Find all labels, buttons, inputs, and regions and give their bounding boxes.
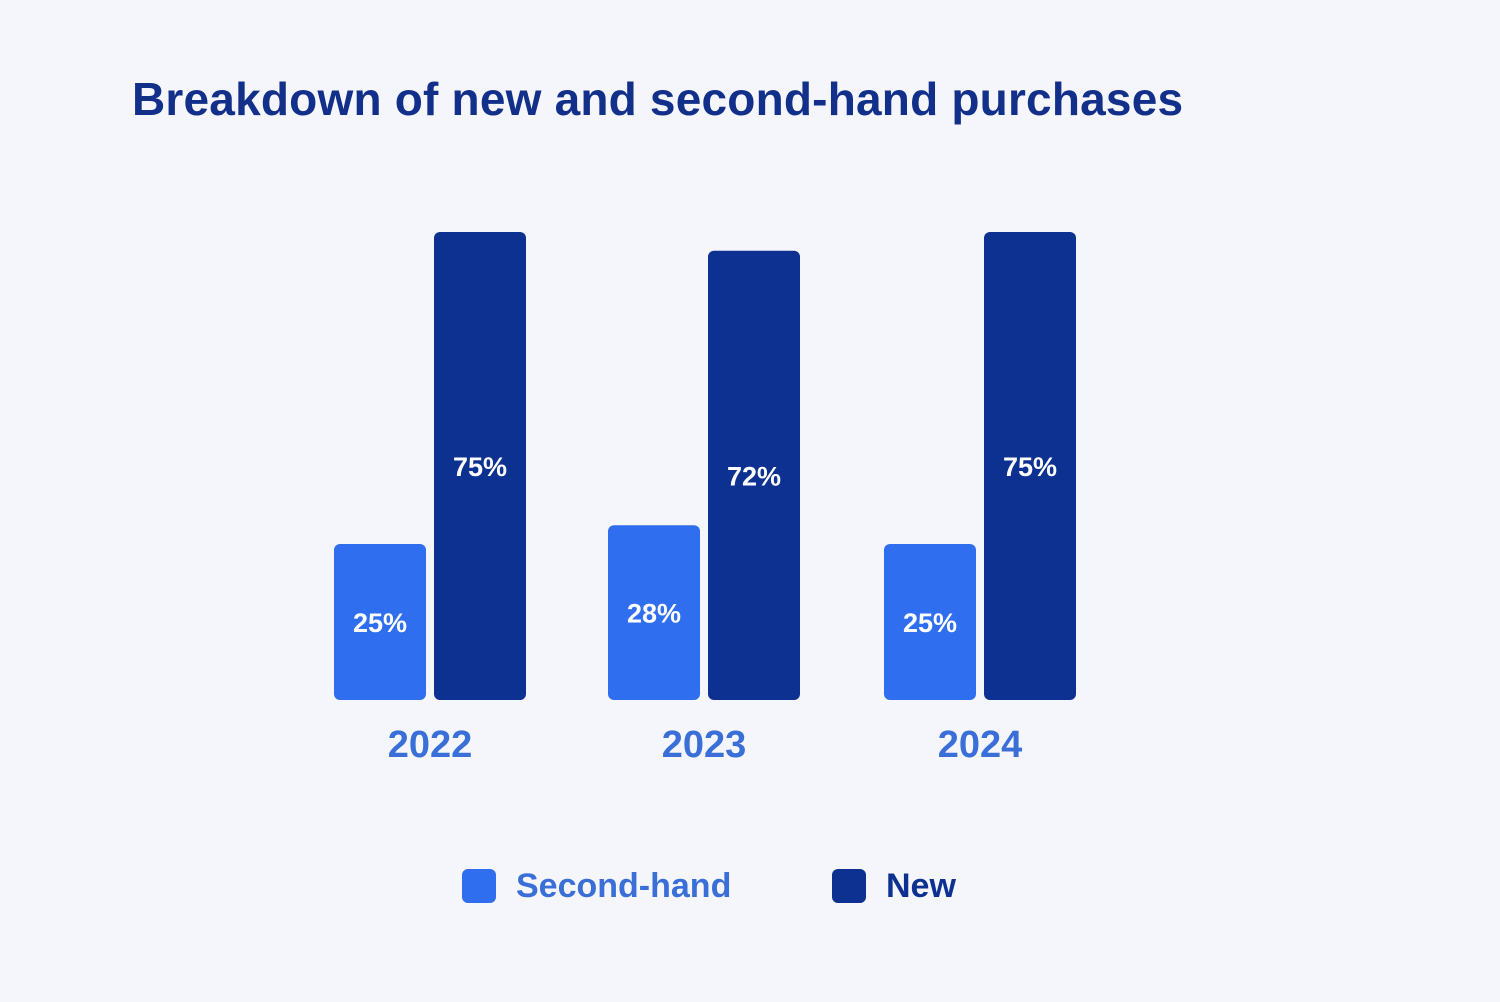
legend-label-new: New <box>886 866 956 905</box>
bar-new-2023 <box>708 250 800 700</box>
bar-second-hand-2023 <box>608 525 700 700</box>
data-label-new-2024: 75% <box>1003 452 1057 482</box>
legend-item-second-hand: Second-hand <box>462 864 731 908</box>
legend-item-new: New <box>832 864 956 908</box>
legend-label-second-hand: Second-hand <box>516 866 732 905</box>
x-tick-label-2023: 2023 <box>662 724 747 766</box>
data-label-second-hand-2024: 25% <box>903 608 957 638</box>
bar-labels-layer: 25% 75% 28% 72% 25% 75% <box>353 452 1057 638</box>
bars-layer <box>334 232 1076 700</box>
legend-swatch-second-hand <box>462 869 496 903</box>
bar-second-hand-2022 <box>334 544 426 700</box>
data-label-new-2022: 75% <box>453 452 507 482</box>
chart-title: Breakdown of new and second-hand purchas… <box>132 73 1184 125</box>
x-tick-labels: 2022 2023 2024 <box>388 724 1023 766</box>
data-label-second-hand-2022: 25% <box>353 608 407 638</box>
x-tick-label-2024: 2024 <box>938 724 1023 766</box>
bar-second-hand-2024 <box>884 544 976 700</box>
bar-new-2024 <box>984 232 1076 700</box>
data-label-new-2023: 72% <box>727 461 781 491</box>
chart-legend: Second-hand New <box>0 864 1500 908</box>
bar-new-2022 <box>434 232 526 700</box>
legend-swatch-new <box>832 869 866 903</box>
x-tick-label-2022: 2022 <box>388 724 473 766</box>
data-label-second-hand-2023: 28% <box>627 599 681 629</box>
